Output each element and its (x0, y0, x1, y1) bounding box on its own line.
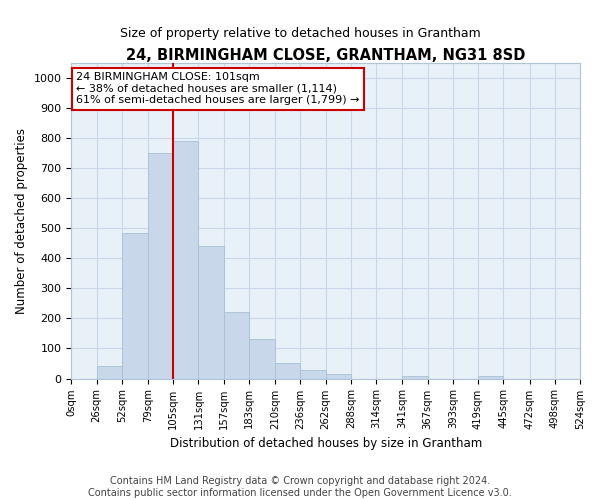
Bar (148, 153, 173, 378)
Title: 24, BIRMINGHAM CLOSE, GRANTHAM, NG31 8SD: 24, BIRMINGHAM CLOSE, GRANTHAM, NG31 8SD (126, 48, 526, 62)
Bar (224, 312, 249, 378)
Text: 24 BIRMINGHAM CLOSE: 101sqm
← 38% of detached houses are smaller (1,114)
61% of : 24 BIRMINGHAM CLOSE: 101sqm ← 38% of det… (76, 72, 360, 105)
Y-axis label: Number of detached properties: Number of detached properties (15, 128, 28, 314)
Bar (199, 246, 224, 378)
Bar (326, 374, 351, 378)
Bar (478, 376, 503, 378)
Bar (403, 376, 428, 378)
Bar (301, 370, 326, 378)
X-axis label: Distribution of detached houses by size in Grantham: Distribution of detached houses by size … (170, 437, 482, 450)
Bar (173, 141, 199, 378)
Bar (122, 233, 148, 378)
Text: Contains HM Land Registry data © Crown copyright and database right 2024.
Contai: Contains HM Land Registry data © Crown c… (88, 476, 512, 498)
Bar (275, 362, 301, 378)
Bar (249, 340, 275, 378)
Text: Size of property relative to detached houses in Grantham: Size of property relative to detached ho… (119, 28, 481, 40)
Bar (97, 366, 122, 378)
